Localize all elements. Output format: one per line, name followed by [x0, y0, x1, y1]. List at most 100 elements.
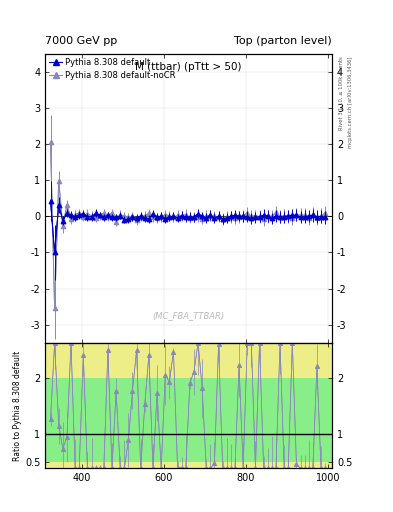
- Point: [191, 368, 197, 376]
- Point: [174, 464, 181, 473]
- Point: [121, 212, 127, 220]
- Point: [244, 339, 250, 347]
- Point: [215, 212, 222, 221]
- Point: [199, 384, 205, 392]
- Point: [150, 214, 156, 222]
- Point: [322, 464, 328, 473]
- Point: [76, 464, 83, 473]
- Point: [60, 444, 66, 453]
- Point: [195, 209, 201, 218]
- Point: [129, 213, 136, 221]
- Point: [170, 214, 176, 222]
- Point: [195, 339, 201, 347]
- Point: [264, 212, 271, 220]
- Point: [68, 215, 74, 223]
- Point: [80, 209, 86, 218]
- Point: [178, 463, 185, 472]
- Point: [298, 213, 304, 221]
- Point: [261, 216, 267, 224]
- Point: [141, 400, 148, 409]
- Point: [306, 212, 312, 220]
- Point: [72, 212, 78, 221]
- Point: [72, 210, 78, 219]
- Point: [203, 212, 209, 220]
- Point: [109, 209, 115, 217]
- Point: [121, 216, 127, 224]
- Text: Rivet 3.1.10, ≥ 100k events: Rivet 3.1.10, ≥ 100k events: [339, 56, 344, 130]
- Point: [183, 210, 189, 219]
- Point: [215, 340, 222, 348]
- Point: [256, 339, 263, 347]
- Point: [146, 209, 152, 218]
- Point: [105, 212, 111, 221]
- Point: [252, 212, 259, 220]
- Point: [215, 212, 222, 220]
- Point: [154, 389, 160, 397]
- Point: [141, 211, 148, 220]
- Point: [109, 464, 115, 473]
- Point: [55, 421, 62, 430]
- Point: [228, 212, 234, 220]
- Point: [199, 215, 205, 223]
- Text: M (ttbar) (pTtt > 50): M (ttbar) (pTtt > 50): [136, 62, 242, 72]
- Point: [281, 464, 287, 473]
- Point: [129, 387, 136, 395]
- Point: [68, 211, 74, 220]
- Point: [248, 212, 255, 220]
- Point: [187, 214, 193, 222]
- Point: [191, 213, 197, 221]
- Point: [224, 464, 230, 473]
- Point: [261, 464, 267, 473]
- Point: [129, 212, 136, 220]
- Point: [84, 212, 90, 221]
- Point: [220, 464, 226, 473]
- Point: [150, 464, 156, 473]
- Point: [68, 339, 74, 347]
- Point: [318, 211, 324, 220]
- Point: [105, 346, 111, 354]
- Point: [306, 464, 312, 473]
- Y-axis label: Ratio to Pythia 8.308 default: Ratio to Pythia 8.308 default: [13, 351, 22, 461]
- Point: [240, 211, 246, 220]
- Point: [51, 339, 58, 347]
- Point: [121, 464, 127, 473]
- Point: [125, 213, 132, 221]
- Point: [318, 212, 324, 221]
- Point: [76, 209, 83, 218]
- Point: [64, 433, 70, 441]
- Point: [113, 387, 119, 395]
- Point: [195, 213, 201, 221]
- Point: [134, 346, 140, 354]
- Point: [154, 214, 160, 222]
- Point: [80, 350, 86, 358]
- Point: [109, 213, 115, 221]
- Point: [252, 464, 259, 473]
- Point: [277, 212, 283, 221]
- Point: [55, 177, 62, 185]
- Point: [293, 210, 299, 219]
- Point: [232, 464, 238, 473]
- Point: [264, 212, 271, 221]
- Point: [92, 214, 99, 222]
- Point: [207, 211, 213, 219]
- Point: [236, 212, 242, 220]
- Point: [301, 212, 308, 221]
- Point: [228, 213, 234, 221]
- Point: [220, 215, 226, 223]
- Point: [88, 211, 95, 220]
- Point: [166, 211, 173, 220]
- Text: Top (parton level): Top (parton level): [234, 36, 332, 46]
- Point: [285, 212, 291, 221]
- Point: [277, 212, 283, 221]
- Point: [51, 305, 58, 313]
- Point: [236, 212, 242, 221]
- Point: [64, 209, 70, 218]
- Point: [211, 459, 218, 467]
- Legend: Pythia 8.308 default, Pythia 8.308 default-noCR: Pythia 8.308 default, Pythia 8.308 defau…: [48, 56, 177, 82]
- Point: [314, 215, 320, 223]
- Point: [240, 212, 246, 221]
- Point: [232, 211, 238, 220]
- Point: [298, 464, 304, 473]
- Point: [191, 213, 197, 221]
- Point: [252, 213, 259, 221]
